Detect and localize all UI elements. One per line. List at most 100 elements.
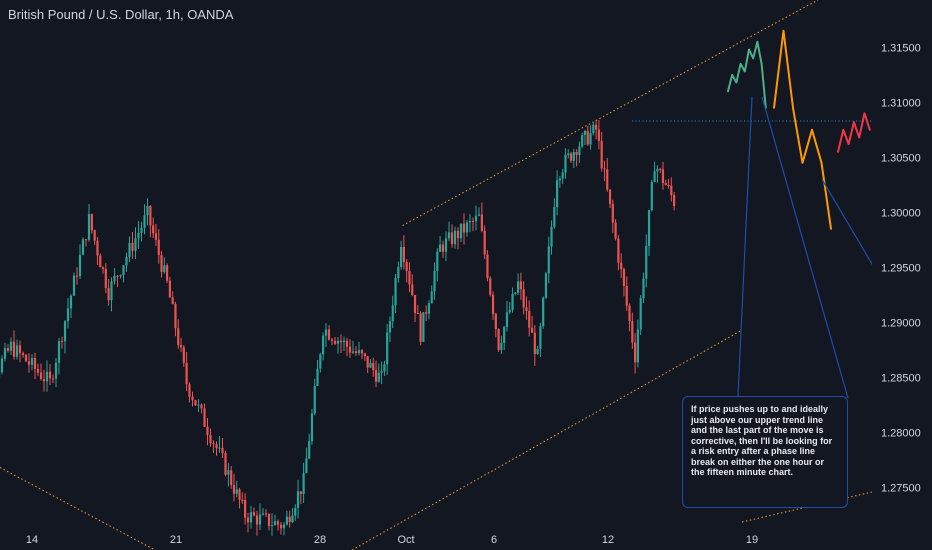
candle-body: [244, 499, 247, 518]
candle-body: [18, 345, 22, 354]
candle-body: [394, 278, 397, 306]
chart-title: British Pound / U.S. Dollar, 1h, OANDA: [8, 7, 234, 22]
candle-body: [631, 321, 634, 343]
candle-body: [182, 347, 185, 363]
candle-body: [606, 169, 609, 190]
candle-body: [291, 515, 294, 523]
candle-body: [267, 513, 271, 527]
candle-body: [57, 341, 61, 363]
candle-body: [194, 400, 197, 406]
candle-body: [471, 221, 475, 223]
candle-body: [474, 215, 478, 222]
candle-body: [413, 295, 417, 314]
candle-body: [3, 348, 7, 359]
candle-body: [661, 169, 665, 183]
candle-body: [650, 181, 653, 211]
candle-body: [553, 207, 556, 227]
candle-body: [27, 361, 31, 365]
candle-body: [441, 244, 445, 252]
candle-body: [536, 348, 539, 355]
y-tick-label: 1.28000: [881, 427, 921, 439]
projection-green-wave: [727, 40, 767, 109]
candle-body: [51, 378, 55, 380]
time-axis: 14 21 28 Oct 6 12 19: [26, 534, 758, 546]
candle-body: [422, 312, 425, 342]
candle-body: [411, 284, 414, 296]
y-tick-label: 1.31000: [881, 97, 921, 109]
candle-body: [564, 154, 567, 173]
candle-body: [221, 447, 224, 454]
candle-body: [327, 329, 331, 340]
candle-body: [107, 288, 110, 301]
price-axis: 1.31500 1.31000 1.30500 1.30000 1.29500 1.290…: [872, 0, 932, 550]
candle-body: [589, 133, 592, 145]
candle-body: [316, 368, 319, 386]
candle-body: [628, 305, 631, 322]
candle-body: [542, 297, 545, 327]
x-tick-label: 19: [746, 534, 758, 546]
candle-body: [391, 305, 394, 322]
candle-body: [505, 312, 509, 327]
candle-body: [282, 524, 286, 529]
candle-body: [249, 512, 253, 523]
candle-body: [0, 358, 4, 373]
y-tick-label: 1.30500: [881, 152, 921, 164]
candle-body: [104, 268, 107, 289]
candle-body: [72, 275, 76, 296]
prior-trendline: [0, 467, 156, 550]
candle-body: [664, 182, 667, 186]
candle-body: [241, 499, 244, 501]
candle-body: [380, 371, 383, 373]
x-tick-label: 14: [26, 534, 38, 546]
upper-trendline: [402, 0, 819, 226]
candle-body: [238, 489, 241, 500]
candle-body: [230, 470, 233, 485]
candle-body: [539, 326, 542, 349]
candle-body: [6, 348, 10, 351]
candle-body: [400, 247, 403, 267]
candle-body: [360, 350, 364, 354]
trendlines-layer: [0, 0, 873, 550]
candle-body: [36, 368, 40, 373]
candle-body: [345, 340, 349, 347]
candle-body: [140, 227, 143, 234]
candle-body: [146, 205, 149, 216]
x-tick-label: 28: [314, 534, 326, 546]
candle-body: [436, 251, 439, 271]
candle-body: [533, 332, 536, 355]
candle-body: [48, 371, 52, 379]
candle-body: [212, 443, 215, 445]
candle-body: [42, 379, 46, 382]
candle-body: [425, 312, 428, 314]
candle-body: [270, 525, 274, 527]
candle-body: [462, 223, 466, 233]
candle-body: [608, 189, 612, 204]
candle-body: [319, 354, 322, 369]
candle-body: [386, 332, 389, 365]
candle-body: [447, 232, 451, 239]
y-tick-label: 1.29000: [881, 317, 921, 329]
candle-body: [351, 351, 355, 353]
candle-body: [21, 353, 25, 355]
candle-body: [583, 130, 587, 136]
candle-body: [388, 321, 392, 333]
candle-body: [110, 281, 113, 301]
candle-body: [305, 458, 308, 474]
candle-body: [39, 372, 43, 380]
candle-body: [96, 240, 99, 256]
candle-body: [603, 168, 606, 170]
candle-body: [525, 307, 528, 311]
candle-body: [444, 238, 448, 252]
projection-red-wave: [837, 112, 871, 153]
candle-body: [465, 222, 469, 233]
candle-body: [383, 364, 386, 372]
candle-body: [592, 124, 595, 134]
lower-trendline: [351, 329, 743, 550]
x-tick-label: 6: [491, 534, 497, 546]
candle-body: [489, 278, 492, 295]
candle-body: [63, 321, 67, 342]
candle-body: [125, 257, 128, 266]
candle-body: [143, 215, 146, 228]
candle-body: [24, 354, 28, 362]
